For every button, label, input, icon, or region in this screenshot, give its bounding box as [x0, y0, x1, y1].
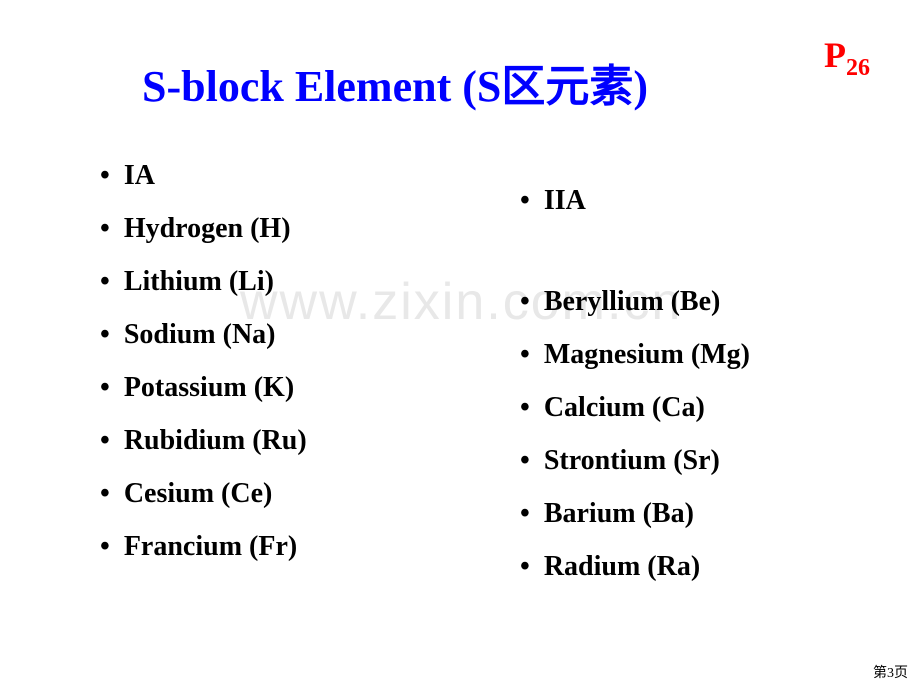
list-item: • Barium (Ba) [520, 498, 880, 530]
bullet-icon: • [520, 500, 530, 528]
list-item: • Magnesium (Mg) [520, 339, 880, 371]
list-item: • Cesium (Ce) [100, 478, 460, 510]
item-label: IIA [544, 185, 586, 217]
item-label: Beryllium (Be) [544, 286, 721, 318]
bullet-icon: • [100, 533, 110, 561]
item-label: Barium (Ba) [544, 498, 694, 530]
list-item: • Francium (Fr) [100, 531, 460, 563]
left-column: • IA • Hydrogen (H) • Lithium (Li) • Sodium … [100, 160, 460, 584]
list-item: • Beryllium (Be) [520, 286, 880, 318]
slide-title: S-block Element (S区元素) [0, 50, 790, 114]
bullet-icon: • [520, 447, 530, 475]
bullet-icon: • [520, 394, 530, 422]
page-reference: P26 [824, 34, 870, 82]
list-item: • Sodium (Na) [100, 319, 460, 351]
list-item: • Potassium (K) [100, 372, 460, 404]
list-item: • IIA [520, 185, 880, 217]
list-item: • Hydrogen (H) [100, 213, 460, 245]
bullet-icon: • [100, 162, 110, 190]
bullet-icon: • [520, 553, 530, 581]
item-label: Strontium (Sr) [544, 445, 720, 477]
bullet-icon: • [100, 480, 110, 508]
spacer [520, 238, 880, 286]
list-item: • Calcium (Ca) [520, 392, 880, 424]
list-item: • Rubidium (Ru) [100, 425, 460, 457]
page-ref-number: 26 [846, 55, 870, 81]
bullet-icon: • [520, 341, 530, 369]
item-label: Hydrogen (H) [124, 213, 291, 245]
bullet-icon: • [520, 187, 530, 215]
list-item: • Radium (Ra) [520, 551, 880, 583]
right-column: • IIA • Beryllium (Be) • Magnesium (Mg) • Ca… [520, 185, 880, 604]
bullet-icon: • [100, 321, 110, 349]
bullet-icon: • [100, 427, 110, 455]
item-label: Lithium (Li) [124, 266, 274, 298]
bullet-icon: • [520, 288, 530, 316]
item-label: Potassium (K) [124, 372, 294, 404]
item-label: Rubidium (Ru) [124, 425, 307, 457]
bullet-icon: • [100, 215, 110, 243]
bullet-icon: • [100, 268, 110, 296]
list-item: • IA [100, 160, 460, 192]
bullet-icon: • [100, 374, 110, 402]
item-label: Radium (Ra) [544, 551, 700, 583]
footer-page-number: 第3页 [873, 662, 908, 682]
item-label: IA [124, 160, 155, 192]
item-label: Sodium (Na) [124, 319, 276, 351]
item-label: Francium (Fr) [124, 531, 297, 563]
list-item: • Lithium (Li) [100, 266, 460, 298]
item-label: Calcium (Ca) [544, 392, 705, 424]
page-ref-prefix: P [824, 35, 846, 75]
item-label: Cesium (Ce) [124, 478, 273, 510]
list-item: • Strontium (Sr) [520, 445, 880, 477]
item-label: Magnesium (Mg) [544, 339, 750, 371]
